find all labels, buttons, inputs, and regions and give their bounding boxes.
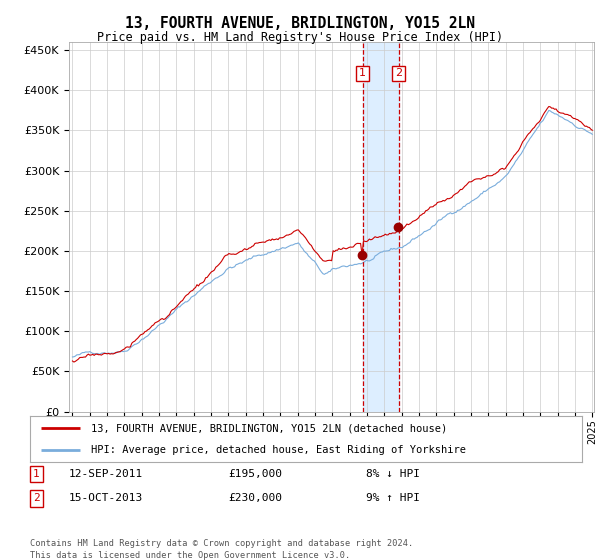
Text: Price paid vs. HM Land Registry's House Price Index (HPI): Price paid vs. HM Land Registry's House … [97,31,503,44]
Text: HPI: Average price, detached house, East Riding of Yorkshire: HPI: Average price, detached house, East… [91,445,466,455]
Text: 1: 1 [359,68,366,78]
Text: Contains HM Land Registry data © Crown copyright and database right 2024.
This d: Contains HM Land Registry data © Crown c… [30,539,413,559]
Text: 2: 2 [33,493,40,503]
Text: 12-SEP-2011: 12-SEP-2011 [69,469,143,479]
Text: 15-OCT-2013: 15-OCT-2013 [69,493,143,503]
Text: 2: 2 [395,68,402,78]
Text: 13, FOURTH AVENUE, BRIDLINGTON, YO15 2LN (detached house): 13, FOURTH AVENUE, BRIDLINGTON, YO15 2LN… [91,423,447,433]
Text: 8% ↓ HPI: 8% ↓ HPI [366,469,420,479]
Text: 1: 1 [33,469,40,479]
Text: £230,000: £230,000 [228,493,282,503]
Text: 9% ↑ HPI: 9% ↑ HPI [366,493,420,503]
Text: 13, FOURTH AVENUE, BRIDLINGTON, YO15 2LN: 13, FOURTH AVENUE, BRIDLINGTON, YO15 2LN [125,16,475,31]
Bar [362,42,399,412]
Text: £195,000: £195,000 [228,469,282,479]
